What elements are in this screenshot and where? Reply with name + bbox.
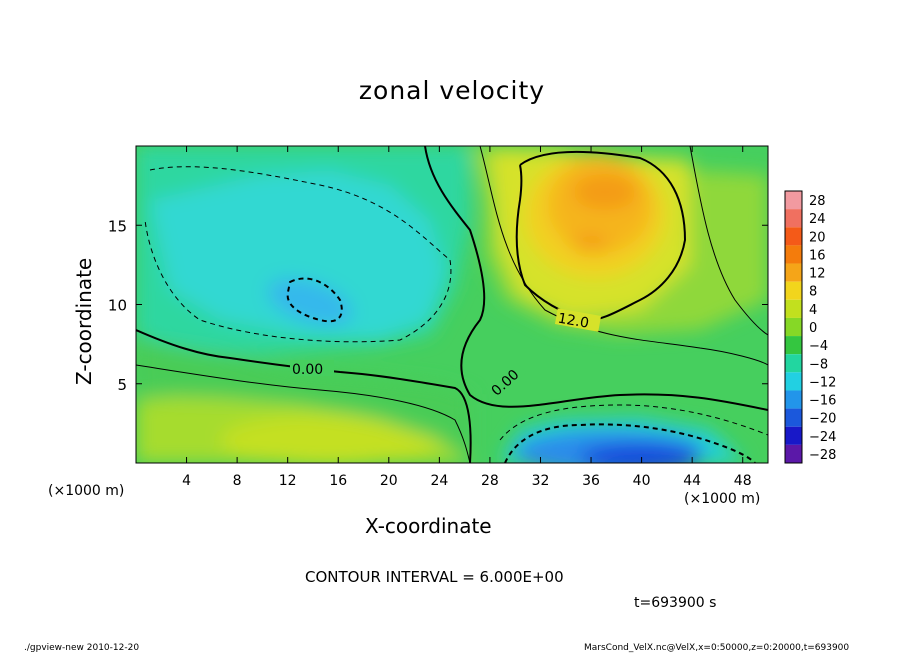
- x-tick-label: 16: [329, 473, 347, 489]
- colorbar-swatch: [785, 354, 802, 373]
- colorbar-level-label: −24: [809, 430, 836, 445]
- field-lower-warm-core: [220, 414, 440, 463]
- colorbar-swatch: [785, 263, 802, 282]
- colorbar-level-label: −28: [809, 448, 836, 463]
- colorbar-level-label: 24: [809, 212, 826, 227]
- colorbar-swatch: [785, 281, 802, 300]
- x-tick-label: 28: [481, 473, 499, 489]
- x-tick-label: 32: [532, 473, 550, 489]
- colorbar-swatch: [785, 317, 802, 337]
- y-tick-label: 15: [108, 217, 127, 235]
- colorbar-swatch: [785, 390, 802, 409]
- field-max-secondary: [572, 234, 608, 252]
- field-jet-core: [580, 444, 700, 463]
- contour-minus-twelve: [286, 277, 343, 323]
- contour-zero-2: [424, 146, 768, 411]
- colorbar-swatch: [785, 372, 802, 391]
- contour-interval-note: CONTOUR INTERVAL = 6.000E+00: [305, 568, 564, 586]
- y-tick-label: 5: [117, 376, 127, 394]
- colorbar-level-label: −16: [809, 394, 836, 409]
- field-cyan-region: [150, 170, 445, 340]
- colorbar-swatch: [785, 245, 802, 264]
- x-tick-label: 44: [683, 473, 701, 489]
- x-tick-label: 8: [233, 473, 242, 489]
- x-tick-label: 12: [279, 473, 297, 489]
- x-tick-label: 48: [734, 473, 752, 489]
- colorbar-level-label: −4: [809, 339, 828, 354]
- time-stamp: t=693900 s: [634, 595, 717, 611]
- y-tick-label: 10: [108, 297, 127, 315]
- x-tick-label: 24: [430, 473, 448, 489]
- colorbar-level-label: 28: [809, 194, 826, 209]
- field-max-core: [573, 174, 637, 210]
- colorbar-swatch: [785, 299, 802, 318]
- x-axis-label: X-coordinate: [365, 514, 492, 538]
- colorbar-swatch: [785, 408, 802, 427]
- contour-jet-outer: [499, 404, 768, 441]
- colorbar-swatch: [785, 426, 802, 445]
- x-axis-ticks: 4 8 12 16 20 24 28 32 36 40 44 48: [182, 146, 752, 489]
- field-zero-band: [136, 340, 470, 463]
- footer-left: ./gpview-new 2010-12-20: [24, 643, 140, 653]
- colorbar-swatch: [785, 227, 802, 246]
- contour-minus-six: [144, 166, 452, 343]
- colorbar-level-label: −20: [809, 412, 836, 427]
- colorbar-level-label: 16: [809, 248, 826, 263]
- colorbar-swatch: [785, 209, 802, 228]
- contour-six-lower: [136, 364, 471, 463]
- contour-six-right: [689, 146, 768, 336]
- colorbar: 28 24 20 16 12 8 4 0 −4 −8 −12 −16 −20 −24 −28: [784, 190, 836, 464]
- contour-jet-min: [504, 423, 756, 463]
- chart-title: zonal velocity: [358, 76, 546, 105]
- x-tick-label: 4: [182, 473, 191, 489]
- colorbar-level-label: −12: [809, 375, 836, 390]
- colorbar-frame: [784, 190, 803, 464]
- colorbar-level-label: 12: [809, 267, 826, 282]
- x-tick-label: 40: [633, 473, 651, 489]
- contour-label-zero-left: 0.00: [292, 362, 323, 378]
- colorbar-swatch: [785, 336, 802, 355]
- contour-zero-1: [136, 329, 472, 463]
- x-unit-label-right: (×1000 m): [684, 491, 761, 507]
- colorbar-swatch: [785, 191, 802, 210]
- colorbar-level-label: 4: [809, 303, 817, 318]
- colorbar-level-label: −8: [809, 357, 828, 372]
- colorbar-level-label: 20: [809, 230, 826, 245]
- contour-label-twelve: 12.0: [557, 311, 590, 332]
- x-tick-label: 20: [380, 473, 398, 489]
- y-axis-ticks: 5 10 15: [108, 217, 768, 394]
- x-unit-label-left: (×1000 m): [48, 483, 125, 499]
- contour-twelve: [515, 150, 687, 322]
- heatmap-field: 0.00 12.0 0.00: [136, 146, 768, 463]
- colorbar-level-label: 0: [809, 321, 817, 336]
- colorbar-level-label: 8: [809, 285, 817, 300]
- footer-right: MarsCond_VelX.nc@VelX,x=0:50000,z=0:2000…: [584, 643, 850, 653]
- x-tick-label: 36: [582, 473, 600, 489]
- colorbar-swatch: [785, 444, 802, 463]
